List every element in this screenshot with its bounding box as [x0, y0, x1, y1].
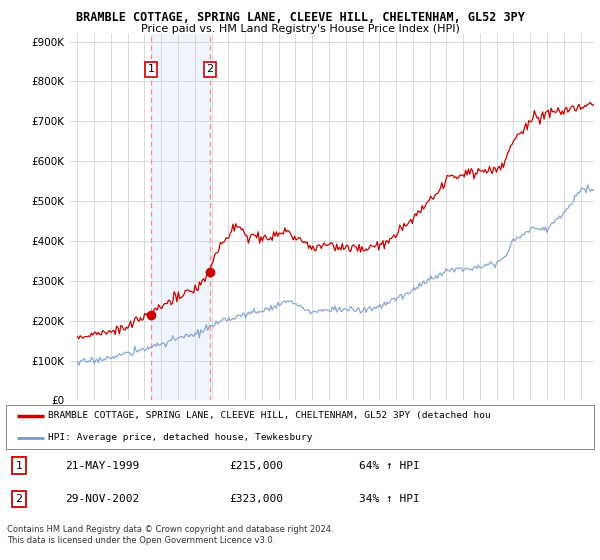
Text: 2: 2 — [206, 64, 214, 74]
Text: BRAMBLE COTTAGE, SPRING LANE, CLEEVE HILL, CHELTENHAM, GL52 3PY: BRAMBLE COTTAGE, SPRING LANE, CLEEVE HIL… — [76, 11, 524, 24]
Text: Price paid vs. HM Land Registry's House Price Index (HPI): Price paid vs. HM Land Registry's House … — [140, 24, 460, 34]
Text: Contains HM Land Registry data © Crown copyright and database right 2024.: Contains HM Land Registry data © Crown c… — [7, 525, 334, 534]
Text: £215,000: £215,000 — [229, 460, 283, 470]
Text: 1: 1 — [16, 460, 22, 470]
Text: 21-MAY-1999: 21-MAY-1999 — [65, 460, 139, 470]
Text: HPI: Average price, detached house, Tewkesbury: HPI: Average price, detached house, Tewk… — [49, 433, 313, 442]
Text: 2: 2 — [16, 494, 22, 504]
Text: This data is licensed under the Open Government Licence v3.0.: This data is licensed under the Open Gov… — [7, 536, 275, 545]
Text: BRAMBLE COTTAGE, SPRING LANE, CLEEVE HILL, CHELTENHAM, GL52 3PY (detached hou: BRAMBLE COTTAGE, SPRING LANE, CLEEVE HIL… — [49, 412, 491, 421]
Text: 64% ↑ HPI: 64% ↑ HPI — [359, 460, 419, 470]
Text: 29-NOV-2002: 29-NOV-2002 — [65, 494, 139, 504]
Bar — [151, 34, 210, 400]
Text: £323,000: £323,000 — [229, 494, 283, 504]
Text: 34% ↑ HPI: 34% ↑ HPI — [359, 494, 419, 504]
Text: 1: 1 — [148, 64, 154, 74]
